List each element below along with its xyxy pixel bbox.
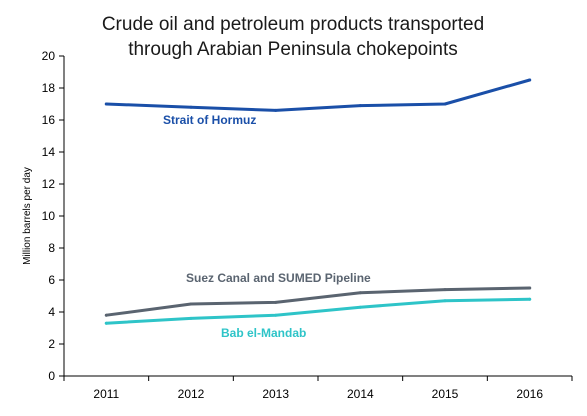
data-point xyxy=(274,313,278,317)
y-tick-label: 12 xyxy=(42,177,56,191)
y-tick-label: 18 xyxy=(42,81,56,95)
series-lines xyxy=(104,78,532,325)
series-line xyxy=(104,78,532,112)
data-point xyxy=(104,313,108,317)
y-tick-label: 0 xyxy=(48,369,55,383)
data-point xyxy=(528,78,532,82)
y-tick-label: 2 xyxy=(48,337,55,351)
chart-title-line-2: through Arabian Peninsula chokepoints xyxy=(128,39,458,60)
y-tick-label: 20 xyxy=(42,49,56,63)
data-point xyxy=(358,305,362,309)
x-tick-label: 2011 xyxy=(93,387,119,401)
data-point xyxy=(274,108,278,112)
data-point xyxy=(528,286,532,290)
y-tick-label: 4 xyxy=(48,305,55,319)
x-tick-label: 2015 xyxy=(432,387,459,401)
x-tick-label: 2013 xyxy=(262,387,289,401)
series-labels: Strait of Hormuz Suez Canal and SUMED Pip… xyxy=(163,113,371,340)
y-axis-label: Million barrels per day xyxy=(22,167,33,265)
series-label: Bab el-Mandab xyxy=(221,326,306,340)
data-point xyxy=(189,316,193,320)
chart-title: Crude oil and petroleum products transpo… xyxy=(102,14,484,60)
y-tick-label: 14 xyxy=(42,145,56,159)
chart-title-line-1: Crude oil and petroleum products transpo… xyxy=(102,14,484,35)
y-tick-label: 16 xyxy=(42,113,56,127)
x-tick-label: 2012 xyxy=(178,387,205,401)
data-point xyxy=(358,291,362,295)
y-tick-label: 10 xyxy=(42,209,56,223)
data-point xyxy=(274,300,278,304)
data-point xyxy=(443,102,447,106)
x-axis-ticks: 2011 2012 2013 2014 2015 2016 xyxy=(63,376,573,401)
x-tick-label: 2016 xyxy=(516,387,543,401)
y-tick-label: 8 xyxy=(48,241,55,255)
y-tick-label: 6 xyxy=(48,273,55,287)
series-label: Strait of Hormuz xyxy=(163,113,256,127)
data-point xyxy=(528,297,532,301)
series-line xyxy=(104,286,532,317)
x-tick-label: 2014 xyxy=(347,387,374,401)
data-point xyxy=(443,299,447,303)
y-axis-ticks: 0 2 4 6 8 10 12 14 16 18 20 xyxy=(42,49,64,383)
series-line xyxy=(104,297,532,325)
data-point xyxy=(443,288,447,292)
series-label: Suez Canal and SUMED Pipeline xyxy=(186,271,371,285)
data-point xyxy=(104,102,108,106)
data-point xyxy=(104,321,108,325)
data-point xyxy=(358,104,362,108)
data-point xyxy=(189,105,193,109)
data-point xyxy=(189,302,193,306)
